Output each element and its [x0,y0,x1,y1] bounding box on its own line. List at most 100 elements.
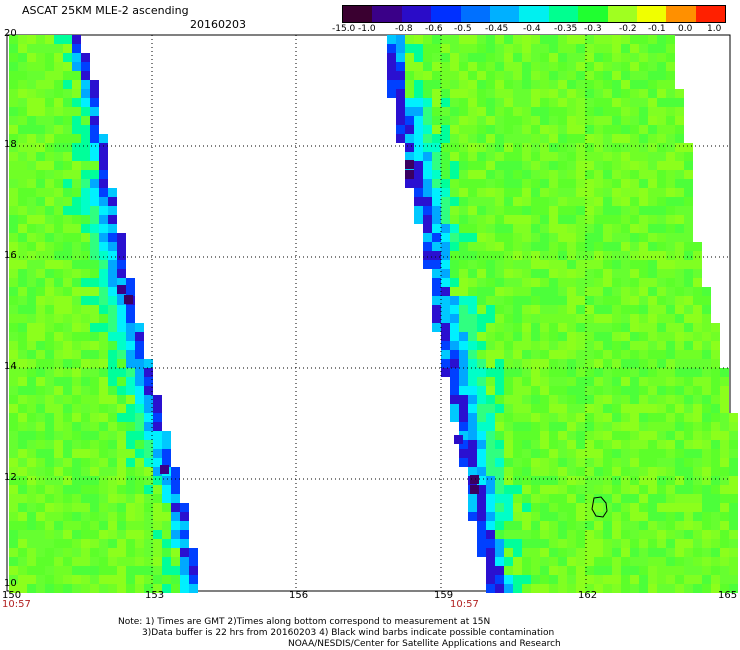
swath-cell [504,494,513,503]
swath-cell [639,341,648,350]
swath-cell [423,206,432,215]
swath-cell [585,539,594,548]
swath-cell [612,44,621,53]
swath-cell [495,386,504,395]
swath-cell [90,368,99,377]
swath-cell [648,98,657,107]
swath-cell [126,350,135,359]
swath-cell [531,215,540,224]
swath-cell [414,197,423,206]
swath-cell [486,359,495,368]
swath-cell [639,89,648,98]
swath-cell [639,368,648,377]
swath-cell [99,422,108,431]
swath-cell [621,179,630,188]
swath-cell [612,530,621,539]
swath-cell [612,197,621,206]
swath-cell [540,530,549,539]
swath-cell [126,494,135,503]
swath-cell [693,494,702,503]
swath-cell [630,314,639,323]
swath-cell [45,62,54,71]
swath-cell [666,530,675,539]
swath-cell [675,575,684,584]
swath-cell [126,368,135,377]
swath-cell [99,332,108,341]
swath-cell [612,476,621,485]
swath-cell [54,242,63,251]
swath-cell [486,44,495,53]
swath-cell [36,161,45,170]
swath-cell [27,521,36,530]
swath-cell [117,584,126,593]
swath-cell [99,134,108,143]
swath-cell [522,350,531,359]
swath-cell [468,359,477,368]
swath-cell [675,125,684,134]
swath-cell [117,350,126,359]
swath-cell [468,134,477,143]
swath-cell [702,341,711,350]
swath-cell [675,467,684,476]
swath-cell [621,413,630,422]
swath-cell [594,116,603,125]
swath-cell [72,440,81,449]
swath-cell [585,422,594,431]
swath-cell [540,116,549,125]
swath-cell [504,44,513,53]
swath-cell [135,521,144,530]
swath-cell [612,107,621,116]
swath-cell [459,116,468,125]
swath-cell [684,332,693,341]
swath-cell [45,251,54,260]
swath-cell [108,458,117,467]
swath-cell [414,107,423,116]
swath-cell [54,188,63,197]
colorbar-label: -0.3 [584,24,602,34]
swath-cell [549,431,558,440]
swath-cell [558,584,567,593]
swath-cell [153,521,162,530]
swath-cell [693,269,702,278]
swath-cell [549,71,558,80]
swath-cell [459,332,468,341]
swath-cell [99,170,108,179]
swath-cell [27,413,36,422]
swath-cell [423,53,432,62]
swath-cell [639,53,648,62]
swath-cell [54,260,63,269]
swath-cell [54,359,63,368]
swath-cell [666,260,675,269]
swath-cell [612,98,621,107]
swath-cell [432,323,441,332]
swath-cell [108,422,117,431]
swath-cell [648,548,657,557]
swath-cell [540,458,549,467]
swath-cell [558,485,567,494]
swath-cell [441,269,450,278]
swath-cell [153,566,162,575]
swath-cell [135,494,144,503]
swath-cell [27,575,36,584]
swath-cell [171,512,180,521]
swath-cell [531,368,540,377]
swath-cell [63,134,72,143]
swath-cell [423,71,432,80]
swath-cell [90,152,99,161]
swath-cell [477,35,486,44]
swath-cell [9,143,18,152]
swath-cell [630,278,639,287]
swath-cell [639,458,648,467]
swath-cell [54,278,63,287]
swath-cell [486,197,495,206]
swath-cell [684,449,693,458]
swath-cell [522,116,531,125]
swath-cell [711,332,720,341]
swath-cell [117,278,126,287]
swath-cell [558,476,567,485]
y-tick-label: 18 [4,139,17,150]
swath-cell [90,413,99,422]
swath-cell [549,296,558,305]
swath-cell [522,98,531,107]
swath-cell [639,125,648,134]
